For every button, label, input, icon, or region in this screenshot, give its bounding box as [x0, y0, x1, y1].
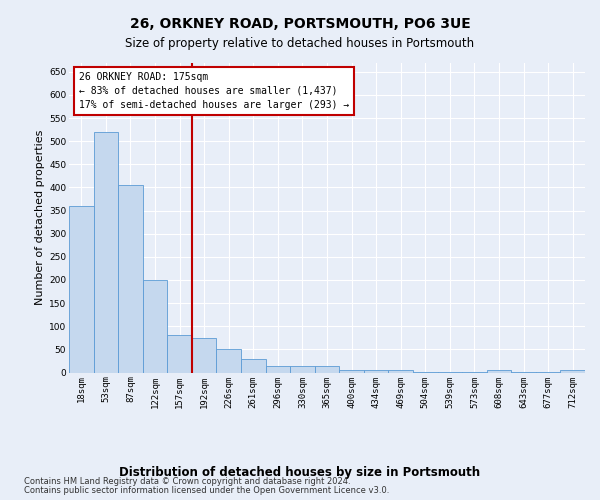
Bar — [560, 370, 585, 372]
Text: Size of property relative to detached houses in Portsmouth: Size of property relative to detached ho… — [125, 38, 475, 51]
Text: Contains public sector information licensed under the Open Government Licence v3: Contains public sector information licen… — [24, 486, 389, 495]
Bar — [266, 366, 290, 372]
Bar — [290, 366, 315, 372]
Bar — [388, 370, 413, 372]
Bar — [241, 358, 266, 372]
Bar — [167, 336, 192, 372]
Bar — [339, 370, 364, 372]
Bar — [315, 366, 339, 372]
Bar — [364, 370, 388, 372]
Text: 26, ORKNEY ROAD, PORTSMOUTH, PO6 3UE: 26, ORKNEY ROAD, PORTSMOUTH, PO6 3UE — [130, 18, 470, 32]
Bar — [118, 185, 143, 372]
Bar — [192, 338, 217, 372]
Text: Contains HM Land Registry data © Crown copyright and database right 2024.: Contains HM Land Registry data © Crown c… — [24, 477, 350, 486]
Bar — [94, 132, 118, 372]
Bar — [143, 280, 167, 372]
Bar — [69, 206, 94, 372]
Text: Distribution of detached houses by size in Portsmouth: Distribution of detached houses by size … — [119, 466, 481, 479]
Y-axis label: Number of detached properties: Number of detached properties — [35, 130, 45, 305]
Text: 26 ORKNEY ROAD: 175sqm
← 83% of detached houses are smaller (1,437)
17% of semi-: 26 ORKNEY ROAD: 175sqm ← 83% of detached… — [79, 72, 350, 110]
Bar — [217, 350, 241, 372]
Bar — [487, 370, 511, 372]
